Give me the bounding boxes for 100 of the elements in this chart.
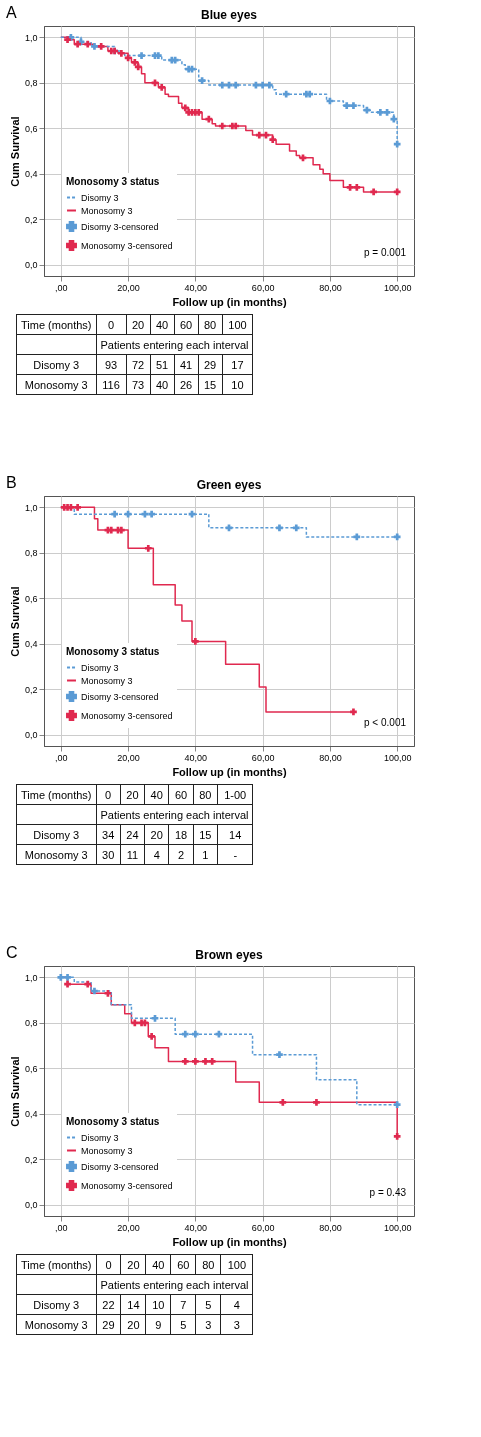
point — [192, 1030, 199, 1038]
point — [144, 544, 152, 552]
text: 5 — [170, 1314, 196, 1335]
text: 40 — [150, 374, 174, 395]
legend-label: Monosomy 3-censored — [81, 1180, 173, 1191]
x-tick-label: 100,00 — [383, 282, 412, 293]
point — [118, 526, 125, 534]
text: 5 — [195, 1294, 221, 1315]
text: 20 — [120, 1254, 146, 1275]
text: 73 — [126, 374, 150, 395]
text: 4 — [144, 844, 169, 865]
text: 40 — [145, 1254, 171, 1275]
text: 40 — [144, 784, 169, 805]
y-tick-label: 1,0 — [24, 972, 38, 983]
text: Time (months) — [16, 784, 96, 805]
x-tick-label: 60,00 — [251, 1222, 275, 1233]
text: 30 — [96, 844, 121, 865]
text: 1-00 — [217, 784, 253, 805]
point — [276, 524, 283, 532]
point — [64, 980, 71, 988]
point — [64, 974, 71, 981]
legend-label: Disomy 3 — [81, 1132, 119, 1143]
point — [393, 188, 401, 196]
x-tick-label: 20,00 — [117, 1222, 140, 1233]
point — [390, 115, 398, 123]
point — [134, 63, 142, 71]
point — [350, 708, 357, 716]
point — [346, 184, 354, 191]
point — [64, 36, 71, 43]
point — [97, 43, 105, 50]
point — [292, 524, 300, 532]
text: Disomy 3 — [16, 1294, 96, 1315]
x-tick-label: 60,00 — [251, 752, 275, 763]
point — [208, 1058, 216, 1065]
point — [181, 1058, 189, 1065]
y-tick-label: 1,0 — [24, 32, 38, 43]
chart-title: Blue eyes — [200, 8, 258, 22]
text: 72 — [126, 354, 150, 375]
point — [57, 974, 65, 981]
text: 100 — [222, 314, 253, 335]
text: - — [217, 844, 253, 865]
point — [282, 90, 290, 98]
text: B — [6, 474, 17, 492]
x-tick-label: 40,00 — [184, 752, 208, 763]
legend-label: Disomy 3 — [81, 662, 119, 673]
point — [232, 81, 240, 89]
text: Disomy 3 — [16, 354, 96, 375]
text: 11 — [120, 844, 145, 865]
point — [151, 79, 159, 87]
text: 29 — [96, 1314, 121, 1335]
text: 7 — [170, 1294, 196, 1315]
point — [269, 136, 277, 143]
text: 3 — [195, 1314, 221, 1335]
point — [84, 980, 92, 988]
text: 24 — [120, 824, 145, 845]
point — [91, 987, 98, 995]
legend-label: Monosomy 3 — [81, 675, 133, 686]
x-tick-label: 20,00 — [117, 282, 140, 293]
text: 4 — [220, 1294, 253, 1315]
text: 34 — [96, 824, 121, 845]
x-tick-label: 80,00 — [319, 1222, 342, 1233]
legend-label: Disomy 3-censored — [81, 1161, 159, 1172]
point — [84, 40, 92, 48]
point — [393, 1133, 401, 1140]
legend-label: Monosomy 3 — [81, 1145, 133, 1156]
text: 14 — [120, 1294, 146, 1315]
text: Time (months) — [16, 314, 96, 335]
legend-label: Disomy 3-censored — [81, 221, 159, 232]
text: 41 — [174, 354, 198, 375]
point — [343, 102, 351, 109]
text: 14 — [217, 824, 253, 845]
x-tick-label: ,00 — [55, 1222, 68, 1233]
point — [198, 77, 206, 84]
text: 51 — [150, 354, 174, 375]
point — [181, 1030, 189, 1038]
x-tick-label: ,00 — [55, 752, 68, 763]
point — [148, 1033, 155, 1040]
x-tick-label: 20,00 — [117, 752, 140, 763]
point — [393, 533, 401, 541]
x-axis-title: Follow up (in months) — [172, 765, 287, 778]
point — [202, 1058, 209, 1065]
text: Monosomy 3 — [16, 1314, 96, 1335]
y-axis-title: Cum Survival — [8, 116, 21, 187]
text: C — [6, 944, 18, 962]
point — [279, 1099, 287, 1106]
x-tick-label: 100,00 — [383, 752, 412, 763]
text: A — [6, 4, 17, 22]
text: 60 — [168, 784, 194, 805]
legend-title: Monosomy 3 status — [66, 1116, 160, 1127]
point — [225, 524, 233, 532]
text: 2 — [168, 844, 194, 865]
point — [266, 81, 273, 89]
point — [306, 90, 314, 98]
x-axis-title: Follow up (in months) — [172, 295, 287, 308]
text: 20 — [120, 784, 145, 805]
point — [91, 43, 98, 50]
text: 0 — [96, 784, 121, 805]
text: 0 — [96, 1254, 121, 1275]
annotation: p = 0.43 — [369, 1187, 407, 1198]
point — [393, 140, 401, 148]
